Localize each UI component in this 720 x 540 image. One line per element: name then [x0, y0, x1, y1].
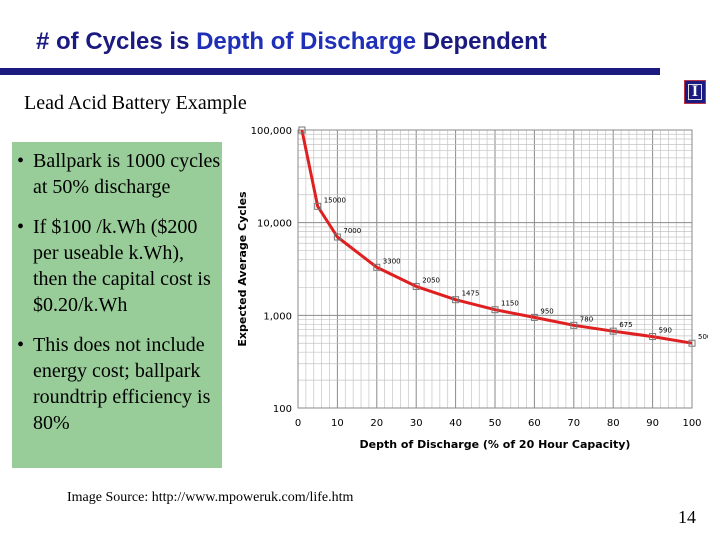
x-tick-label: 70	[567, 418, 580, 429]
university-logo-icon: I	[684, 80, 706, 104]
data-point-marker	[609, 327, 617, 335]
data-point-marker	[314, 202, 322, 210]
data-point-marker	[649, 333, 657, 341]
bullet-item: Ballpark is 1000 cycles at 50% discharge	[17, 148, 222, 200]
data-point-marker	[491, 306, 499, 314]
data-label: 675	[619, 321, 632, 329]
data-label: 7000	[343, 227, 361, 235]
data-label: 15000	[324, 196, 346, 204]
x-tick-label: 90	[646, 418, 659, 429]
title-highlight: Depth of Discharge	[196, 28, 417, 55]
y-tick-label: 100	[273, 404, 292, 415]
slide-title: # of Cycles is Depth of Discharge Depend…	[36, 28, 547, 56]
y-axis-label: Expected Average Cycles	[236, 191, 249, 347]
series-line	[300, 129, 693, 345]
title-prefix: # of Cycles is	[36, 28, 197, 55]
image-source: Image Source: http://www.mpoweruk.com/li…	[67, 490, 354, 505]
y-tick-label: 1,000	[263, 311, 292, 322]
x-tick-label: 100	[682, 418, 701, 429]
title-suffix: Dependent	[416, 28, 547, 55]
data-label: 500	[698, 333, 708, 341]
x-tick-label: 0	[295, 418, 301, 429]
x-axis-label: Depth of Discharge (% of 20 Hour Capacit…	[360, 438, 631, 451]
bullet-item: If $100 /k.Wh ($200 per useable k.Wh), t…	[17, 214, 222, 318]
page-number: 14	[678, 507, 696, 527]
data-label: 780	[580, 315, 593, 323]
data-point-marker	[530, 313, 538, 321]
logo-letter: I	[691, 83, 699, 100]
data-label: 2050	[422, 276, 440, 284]
data-point-marker	[688, 339, 696, 347]
data-label: 1475	[462, 290, 480, 298]
data-point-marker	[452, 296, 460, 304]
cycles-vs-dod-chart: 100 1,000 10,000 100,000 0 10 20 30 40 50 60 70 80 90…	[236, 126, 708, 451]
x-tick-label: 60	[528, 418, 541, 429]
bullet-item: This does not include energy cost; ballp…	[17, 332, 222, 436]
data-label: 950	[540, 307, 553, 315]
x-tick-label: 50	[489, 418, 502, 429]
data-point-marker	[333, 233, 341, 241]
x-tick-label: 10	[331, 418, 344, 429]
data-point-marker	[412, 282, 420, 290]
title-rule	[0, 68, 660, 75]
data-point-marker	[373, 263, 381, 271]
x-tick-label: 20	[370, 418, 383, 429]
bullet-list: Ballpark is 1000 cycles at 50% discharge…	[17, 148, 222, 450]
x-tick-label: 30	[410, 418, 423, 429]
data-label: 3300	[383, 257, 401, 265]
subtitle: Lead Acid Battery Example	[24, 92, 247, 114]
data-label: 590	[659, 327, 672, 335]
x-tick-label: 40	[449, 418, 462, 429]
data-label: 1150	[501, 300, 519, 308]
x-tick-label: 80	[607, 418, 620, 429]
data-point-marker	[298, 126, 306, 134]
data-point-marker	[570, 321, 578, 329]
y-tick-label: 100,000	[251, 126, 292, 137]
plot-frame	[297, 129, 693, 409]
y-tick-label: 10,000	[257, 219, 292, 230]
